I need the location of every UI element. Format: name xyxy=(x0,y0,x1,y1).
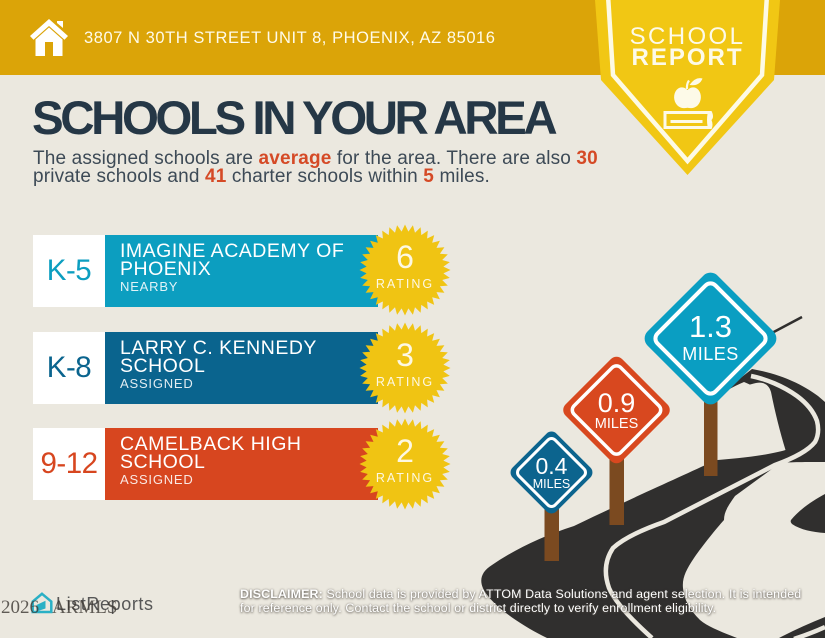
svg-text:6: 6 xyxy=(396,239,414,275)
svg-text:MILES: MILES xyxy=(682,344,739,364)
svg-text:1.3: 1.3 xyxy=(689,309,732,344)
svg-text:2: 2 xyxy=(396,433,414,469)
svg-text:0.4: 0.4 xyxy=(536,453,568,479)
svg-text:0.9: 0.9 xyxy=(598,388,636,418)
svg-text:MILES: MILES xyxy=(595,416,639,432)
svg-text:RATING: RATING xyxy=(376,375,434,389)
svg-text:RATING: RATING xyxy=(376,471,434,485)
svg-text:RATING: RATING xyxy=(376,277,434,291)
svg-text:MILES: MILES xyxy=(533,477,571,491)
svg-text:3: 3 xyxy=(396,337,414,373)
svg-text:REPORT: REPORT xyxy=(631,44,743,71)
svg-text:SCHOOL: SCHOOL xyxy=(630,23,746,50)
